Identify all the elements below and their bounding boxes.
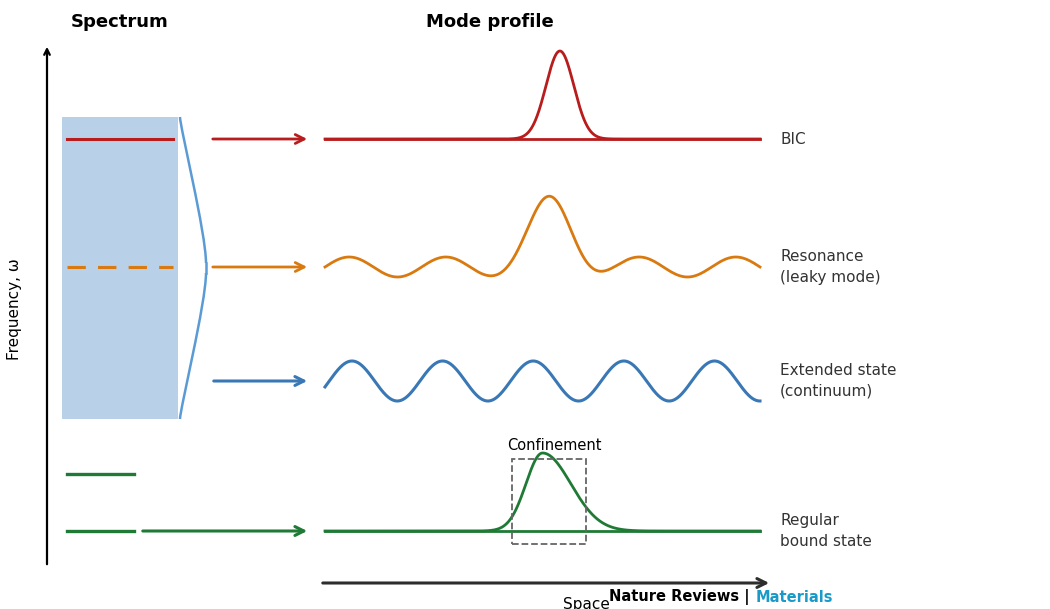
Text: Resonance
(leaky mode): Resonance (leaky mode)	[780, 249, 881, 284]
Text: Extended state
(continuum): Extended state (continuum)	[780, 364, 897, 399]
Text: Mode profile: Mode profile	[426, 13, 554, 31]
Text: Confinement: Confinement	[507, 438, 602, 453]
Text: BIC: BIC	[780, 132, 805, 147]
Text: Frequency, ω: Frequency, ω	[6, 258, 21, 360]
Bar	[512, 459, 586, 544]
Text: Nature Reviews |: Nature Reviews |	[609, 589, 755, 605]
Text: Regular
bound state: Regular bound state	[780, 513, 872, 549]
Bar	[62, 117, 178, 419]
Text: Space: Space	[563, 597, 609, 609]
Text: Spectrum: Spectrum	[71, 13, 169, 31]
Text: Materials: Materials	[756, 590, 834, 605]
